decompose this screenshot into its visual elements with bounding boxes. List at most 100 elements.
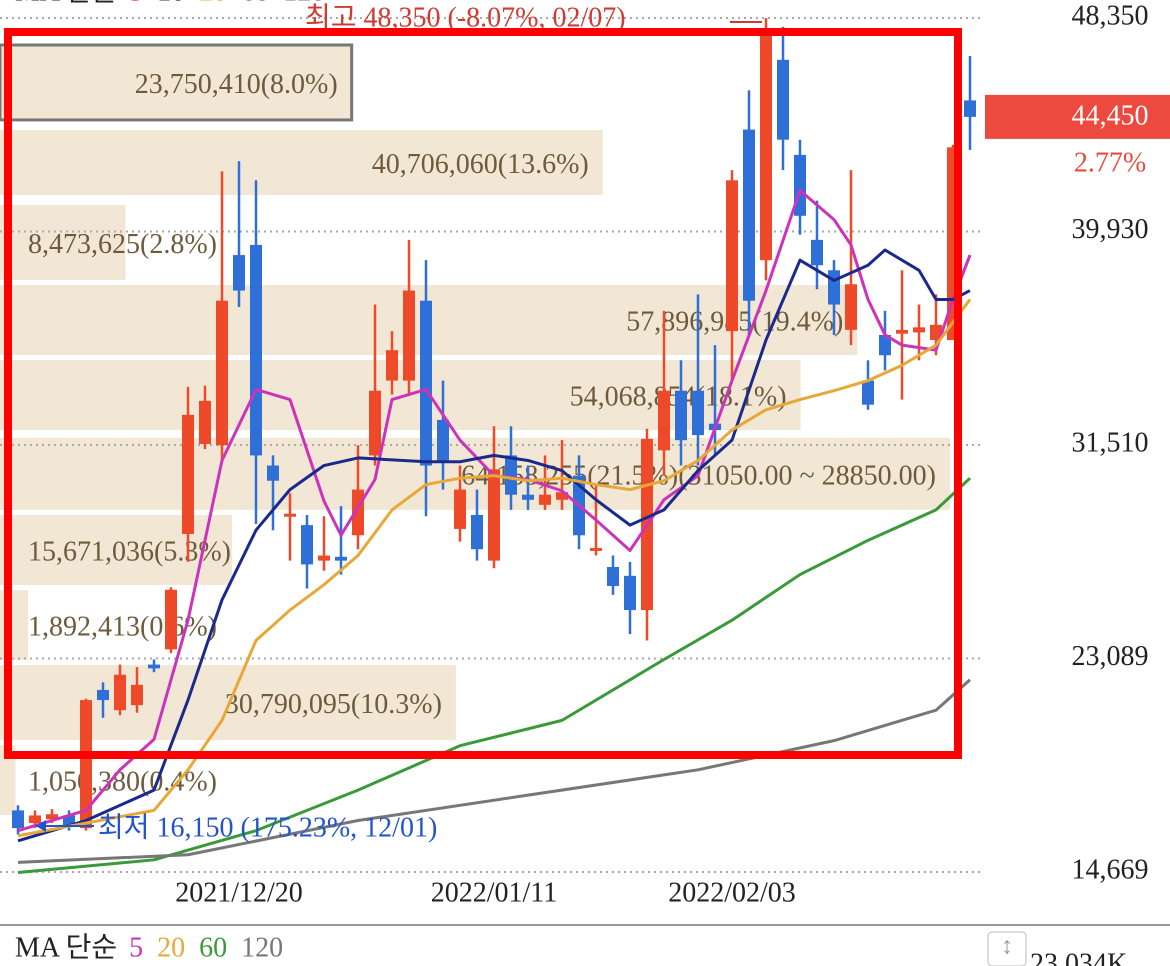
legend-item: 120 <box>283 0 325 7</box>
candle-body <box>318 555 330 561</box>
annotations: 최고 48,350 (-8.07%, 02/07) 최저 16,150 (175… <box>36 1 762 843</box>
candle-body <box>539 494 551 505</box>
legend-item: 10 <box>157 0 185 7</box>
candle-body <box>522 494 534 500</box>
candle-body <box>420 300 432 466</box>
scroll-icon[interactable]: ↕ <box>1001 934 1013 960</box>
candle-body <box>12 810 24 829</box>
legend-item: 20 <box>157 932 185 963</box>
candle-body <box>386 350 398 381</box>
candle-body <box>471 514 483 550</box>
x-tick-label: 2022/02/03 <box>668 877 796 908</box>
candle-body <box>131 684 143 706</box>
ma-line <box>17 298 972 838</box>
candle-body <box>930 324 942 341</box>
last-price-label: 44,450 <box>1072 100 1149 131</box>
legend-title: MA 단순 <box>15 931 117 963</box>
candle-body <box>148 664 160 669</box>
low-arrow-head <box>36 820 46 832</box>
candle-body <box>335 556 347 561</box>
legend-item: 5 <box>129 932 143 963</box>
candle-body <box>862 380 874 405</box>
last-price-box <box>985 94 1170 139</box>
candle-body <box>777 59 789 140</box>
candle-body <box>743 129 755 301</box>
candle-body <box>845 284 857 330</box>
x-tick-label: 2022/01/11 <box>431 877 558 908</box>
price-axis: 14,669 23,089 31,510 39,930 48,350 2021/12/20… <box>175 0 1170 908</box>
ma-line <box>17 477 972 874</box>
legend-item: 60 <box>241 0 269 7</box>
ma-legend: MA 단순 5 10 20 60 120 MA 단순 5 20 60 120 <box>15 0 325 963</box>
y-tick-label: 39,930 <box>1072 214 1149 245</box>
volume-label: 30,790,095(10.3%) <box>225 689 442 720</box>
candle-body <box>913 327 925 333</box>
volume-label: 40,706,060(13.6%) <box>372 149 589 180</box>
y-tick-label: 31,510 <box>1072 427 1149 458</box>
candle-body <box>182 414 194 534</box>
x-tick-label: 2021/12/20 <box>175 877 303 908</box>
volume-bar <box>0 437 950 510</box>
legend-title: MA 단순 <box>15 0 117 7</box>
candles <box>12 18 976 835</box>
candle-body <box>250 244 262 456</box>
change-label: 2.77% <box>1074 147 1146 178</box>
volume-label: 8,473,625(2.8%) <box>28 229 217 260</box>
candle-body <box>267 465 279 481</box>
candle-body <box>80 700 92 829</box>
candle-body <box>505 455 517 495</box>
low-annotation: 최저 16,150 (175.23%, 12/01) <box>98 811 437 843</box>
candle-body <box>896 329 908 334</box>
candle-body <box>454 489 466 529</box>
highlight-box <box>4 28 962 759</box>
volume-bar <box>0 43 354 122</box>
candle-body <box>828 270 840 305</box>
candle-body <box>964 100 976 117</box>
volume-bar <box>0 130 603 195</box>
ma-line <box>17 248 971 843</box>
candle-body <box>624 575 636 611</box>
candle-body <box>97 689 109 701</box>
candle-body <box>879 334 891 356</box>
candle-body <box>556 492 568 500</box>
candle-body <box>301 525 313 565</box>
scroll-button[interactable] <box>987 931 1027 966</box>
y-tick-label: 23,089 <box>1072 641 1149 672</box>
candle-body <box>488 469 500 561</box>
legend-item: 60 <box>199 932 227 963</box>
volume-label: 15,671,036(5.3%) <box>28 536 231 567</box>
legend-item: 20 <box>199 0 227 7</box>
ma-line <box>17 188 972 833</box>
moving-averages <box>17 188 972 874</box>
ma-line <box>17 678 972 864</box>
candle-body <box>63 815 75 826</box>
candle-body <box>811 239 823 266</box>
volume-bar <box>0 744 16 815</box>
volume-axis-label: 23,034K <box>1030 948 1127 966</box>
candle-body <box>726 180 738 332</box>
y-tick-label: 14,669 <box>1072 854 1149 885</box>
candle-body <box>403 290 415 381</box>
candle-body <box>692 390 704 436</box>
grid <box>0 17 980 874</box>
candle-body <box>369 390 381 456</box>
candle-body <box>675 390 687 441</box>
candle-body <box>607 566 619 586</box>
candle-body <box>760 30 772 261</box>
candle-body <box>46 814 58 820</box>
candle-body <box>29 815 41 824</box>
candle-body <box>233 255 245 291</box>
candle-body <box>216 300 228 446</box>
candle-body <box>590 547 602 551</box>
candle-body <box>658 390 670 451</box>
candle-body <box>284 513 296 517</box>
candle-body <box>165 589 177 650</box>
y-tick-label: 48,350 <box>1072 0 1149 31</box>
legend-item: 5 <box>129 0 143 7</box>
candle-body <box>437 419 449 461</box>
candle-body <box>199 400 211 444</box>
legend-item: 120 <box>241 932 283 963</box>
volume-label: 23,750,410(8.0%) <box>135 69 338 100</box>
candle-body <box>114 674 126 711</box>
